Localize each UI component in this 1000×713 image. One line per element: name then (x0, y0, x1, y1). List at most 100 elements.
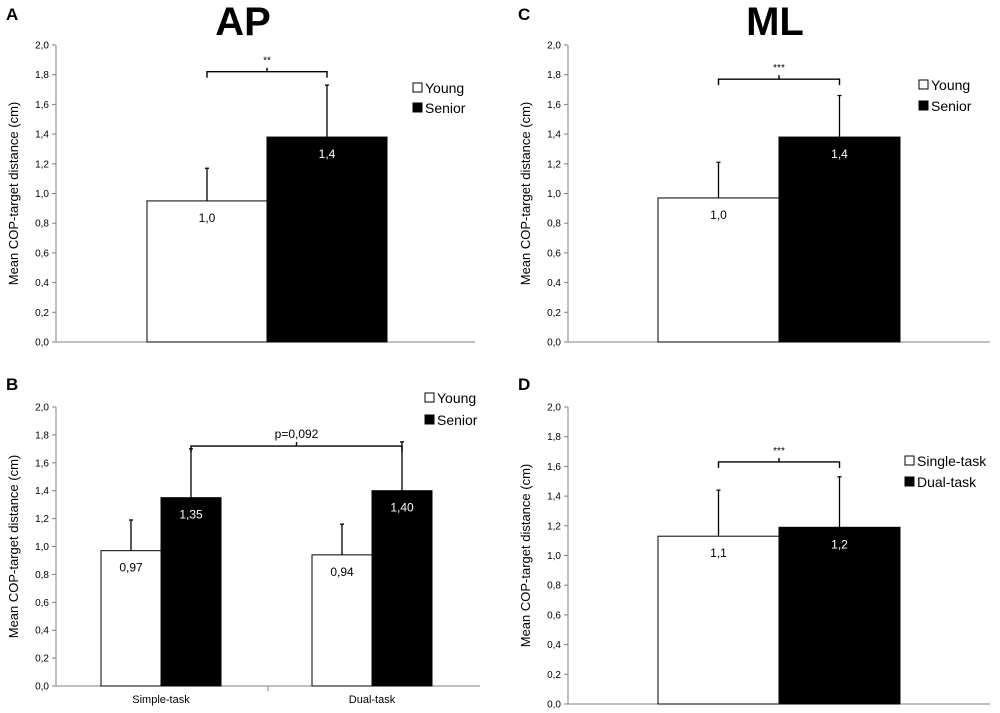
y-tick-label: 1,4 (547, 130, 561, 141)
significance-bracket (717, 461, 841, 468)
y-tick-label: 0,8 (35, 570, 49, 581)
data-label: 1,1 (710, 546, 727, 560)
y-tick-label: 0,2 (35, 308, 49, 319)
title-ml: ML (746, 0, 804, 44)
significance-bracket (190, 445, 403, 453)
title-ap: AP (215, 0, 271, 44)
legend-label: Single-task (917, 453, 987, 469)
data-label: 1,4 (319, 147, 336, 161)
y-tick-label: 0,0 (547, 338, 561, 349)
y-axis-label: Mean COP-target distance (cm) (6, 102, 21, 286)
y-tick-label: 2,0 (547, 403, 561, 414)
bar-young (657, 197, 780, 343)
panel-letter: C (518, 5, 530, 24)
legend-label: Senior (931, 98, 972, 114)
x-category-label: Simple-task (132, 694, 190, 706)
y-tick-label: 1,6 (547, 100, 561, 111)
y-tick-label: 0,4 (35, 626, 49, 637)
y-tick-label: 0,0 (547, 700, 561, 711)
bar-senior (778, 136, 901, 343)
bar-senior (371, 490, 433, 687)
data-label: 1,4 (831, 147, 848, 161)
y-tick-label: 2,0 (35, 403, 49, 414)
legend-swatch (918, 100, 929, 111)
significance-bracket (206, 71, 328, 78)
significance-label: ** (263, 56, 271, 67)
y-tick-label: 1,0 (547, 551, 561, 562)
legend-swatch (904, 455, 915, 466)
legend-swatch (412, 82, 423, 93)
panel-letter: A (6, 5, 18, 24)
data-label: 0,94 (330, 565, 354, 579)
y-axis-label: Mean COP-target distance (cm) (518, 102, 533, 286)
y-tick-label: 1,6 (35, 100, 49, 111)
y-tick-label: 1,2 (35, 159, 49, 170)
data-label: 0,97 (119, 561, 143, 575)
legend-label: Dual-task (917, 474, 977, 490)
y-tick-label: 1,8 (35, 430, 49, 441)
legend-swatch (904, 476, 915, 487)
panel-d: D 0,0 0,2 0,4 0,6 0,8 1,0 1,2 1,4 1,6 1,8 2,0 Mean C… (518, 375, 990, 711)
data-label: 1,2 (831, 537, 848, 551)
y-tick-label: 0,2 (547, 670, 561, 681)
bar-single-task (657, 535, 780, 705)
y-axis-label: Mean COP-target distance (cm) (518, 464, 533, 648)
y-tick-label: 1,2 (547, 159, 561, 170)
legend-label: Senior (425, 100, 466, 116)
y-tick-label: 1,4 (547, 492, 561, 503)
y-tick-label: 0,8 (547, 219, 561, 230)
data-label: 1,0 (199, 211, 216, 225)
charts: A 0,0 0,2 0,4 0,6 0,8 1,0 1,2 1,4 1,6 1,8 2,0 Mean C… (6, 5, 990, 711)
y-tick-label: 1,2 (35, 514, 49, 525)
y-tick-label: 0,6 (547, 248, 561, 259)
x-category-label: Dual-task (349, 694, 396, 706)
panel-letter: B (6, 375, 18, 394)
y-tick-label: 0,6 (35, 248, 49, 259)
bar-senior (266, 136, 388, 343)
y-tick-label: 0,0 (35, 338, 49, 349)
y-tick-label: 2,0 (35, 41, 49, 52)
panel-a: A 0,0 0,2 0,4 0,6 0,8 1,0 1,2 1,4 1,6 1,8 2,0 Mean C… (6, 5, 475, 349)
y-tick-label: 1,8 (547, 70, 561, 81)
y-tick-label: 0,6 (35, 598, 49, 609)
y-tick-label: 0,6 (547, 610, 561, 621)
significance-label: p=0,092 (275, 427, 319, 441)
y-tick-label: 1,6 (35, 458, 49, 469)
y-tick-label: 0,8 (35, 219, 49, 230)
y-tick-label: 1,0 (547, 189, 561, 200)
y-tick-label: 0,4 (35, 278, 49, 289)
significance-bracket (717, 78, 841, 86)
y-tick-label: 1,6 (547, 462, 561, 473)
legend-swatch (424, 414, 435, 425)
y-tick-label: 1,8 (547, 432, 561, 443)
bar-senior (160, 497, 222, 687)
y-tick-label: 1,0 (35, 542, 49, 553)
panel-b: B 0,0 0,2 0,4 0,6 0,8 1,0 1,2 1,4 1,6 1,8 2,0 Mean C… (6, 375, 480, 706)
y-tick-label: 1,2 (547, 521, 561, 532)
bar-young (100, 550, 162, 687)
y-tick-label: 1,0 (35, 189, 49, 200)
legend-label: Young (437, 390, 476, 406)
significance-label: *** (773, 63, 785, 74)
bar-dual-task (778, 526, 901, 705)
legend-label: Senior (437, 412, 478, 428)
data-label: 1,35 (179, 508, 203, 522)
data-label: 1,0 (710, 208, 727, 222)
y-tick-label: 0,2 (547, 308, 561, 319)
y-tick-label: 0,2 (35, 654, 49, 665)
bar-young (146, 200, 268, 343)
panel-letter: D (518, 375, 530, 394)
y-tick-label: 1,4 (35, 486, 49, 497)
y-axis-label: Mean COP-target distance (cm) (6, 455, 21, 639)
legend-label: Young (425, 80, 464, 96)
y-tick-label: 1,4 (35, 130, 49, 141)
y-tick-label: 0,8 (547, 581, 561, 592)
significance-label: *** (773, 446, 785, 457)
y-tick-label: 0,0 (35, 682, 49, 693)
y-tick-label: 0,4 (547, 278, 561, 289)
bar-young (311, 554, 373, 687)
data-label: 1,40 (390, 501, 414, 515)
legend-swatch (918, 79, 929, 90)
legend-swatch (412, 102, 423, 113)
